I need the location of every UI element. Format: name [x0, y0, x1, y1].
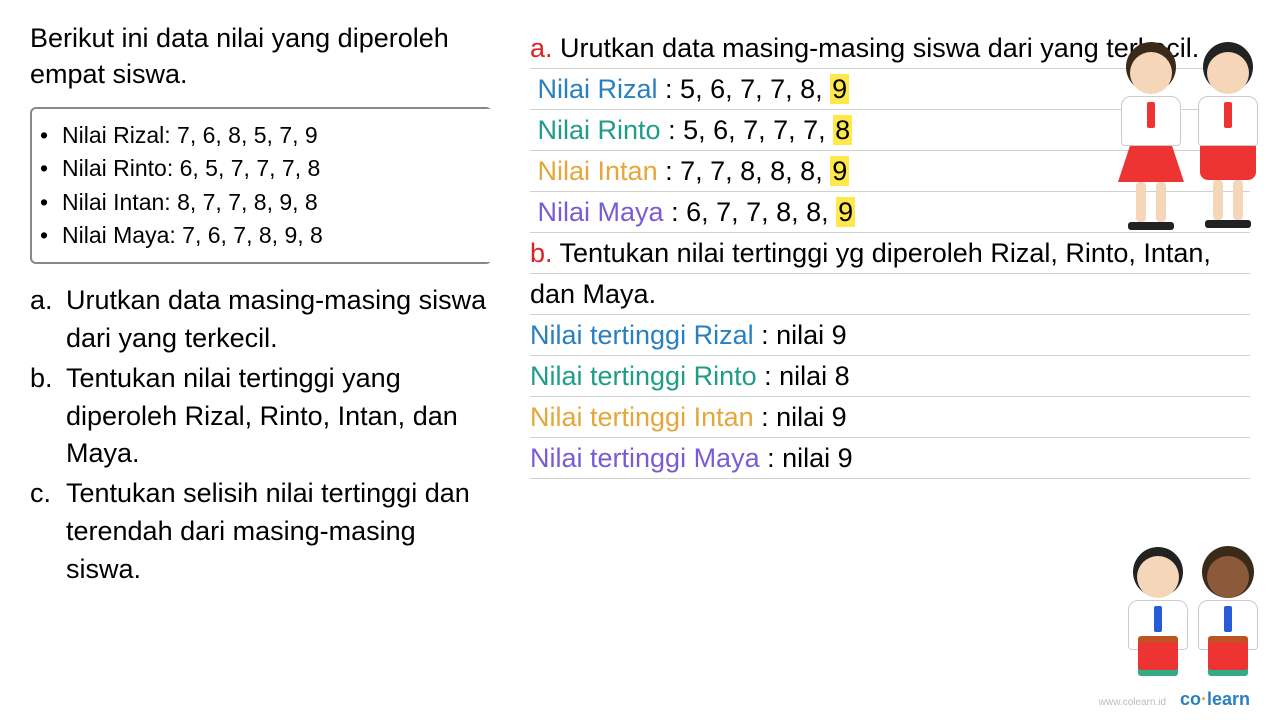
question-marker: c.	[30, 475, 66, 588]
question-c: c. Tentukan selisih nilai tertinggi dan …	[30, 475, 492, 588]
answer-b-row: Nilai tertinggi Maya : nilai 9	[530, 438, 1250, 479]
highlight-max: 9	[830, 156, 849, 186]
student-label: Nilai tertinggi Maya	[530, 443, 760, 473]
student-label: Nilai tertinggi Rizal	[530, 320, 754, 350]
brand-logo: co·learn	[1180, 689, 1250, 709]
answer-b-row: Nilai tertinggi Rinto : nilai 8	[530, 356, 1250, 397]
answer-b-row: Nilai tertinggi Intan : nilai 9	[530, 397, 1250, 438]
question-text: Tentukan nilai tertinggi yang diperoleh …	[66, 360, 492, 473]
original-data-list: Nilai Rizal: 7, 6, 8, 5, 7, 9 Nilai Rint…	[62, 119, 476, 252]
student-label: Nilai tertinggi Intan	[530, 402, 754, 432]
footer: www.colearn.id co·learn	[1099, 689, 1250, 710]
question-text: Tentukan selisih nilai tertinggi dan ter…	[66, 475, 492, 588]
list-item: Nilai Intan: 8, 7, 7, 8, 9, 8	[62, 186, 476, 219]
intro-text: Berikut ini data nilai yang diperoleh em…	[30, 20, 492, 93]
girl-books-figure-icon	[1198, 556, 1258, 674]
highlight-max: 9	[830, 74, 849, 104]
student-label: Nilai Intan	[538, 156, 658, 186]
question-marker: a.	[30, 282, 66, 358]
right-column: a. Urutkan data masing-masing siswa dari…	[510, 0, 1280, 720]
question-b: b. Tentukan nilai tertinggi yang diperol…	[30, 360, 492, 473]
student-label: Nilai tertinggi Rinto	[530, 361, 757, 391]
girl-figure-icon	[1118, 52, 1184, 230]
footer-url: www.colearn.id	[1099, 697, 1166, 708]
answer-b-header: b. Tentukan nilai tertinggi yg diperoleh…	[530, 233, 1250, 315]
list-item: Nilai Rinto: 6, 5, 7, 7, 7, 8	[62, 152, 476, 185]
student-illustration-top	[1118, 52, 1258, 230]
student-label: Nilai Rinto	[538, 115, 661, 145]
student-illustration-bottom	[1128, 556, 1258, 674]
question-a: a. Urutkan data masing-masing siswa dari…	[30, 282, 492, 358]
highlight-max: 9	[836, 197, 855, 227]
question-list: a. Urutkan data masing-masing siswa dari…	[30, 282, 492, 588]
boy-figure-icon	[1198, 52, 1258, 230]
list-item: Nilai Maya: 7, 6, 7, 8, 9, 8	[62, 219, 476, 252]
question-marker: b.	[30, 360, 66, 473]
left-column: Berikut ini data nilai yang diperoleh em…	[0, 0, 510, 720]
highlight-max: 8	[833, 115, 852, 145]
question-text: Urutkan data masing-masing siswa dari ya…	[66, 282, 492, 358]
answer-b-row: Nilai tertinggi Rizal : nilai 9	[530, 315, 1250, 356]
answer-marker: a.	[530, 33, 553, 63]
student-label: Nilai Maya	[538, 197, 664, 227]
answer-marker: b.	[530, 238, 553, 268]
data-box: Nilai Rizal: 7, 6, 8, 5, 7, 9 Nilai Rint…	[30, 107, 492, 264]
student-label: Nilai Rizal	[538, 74, 658, 104]
list-item: Nilai Rizal: 7, 6, 8, 5, 7, 9	[62, 119, 476, 152]
boy-books-figure-icon	[1128, 556, 1188, 674]
